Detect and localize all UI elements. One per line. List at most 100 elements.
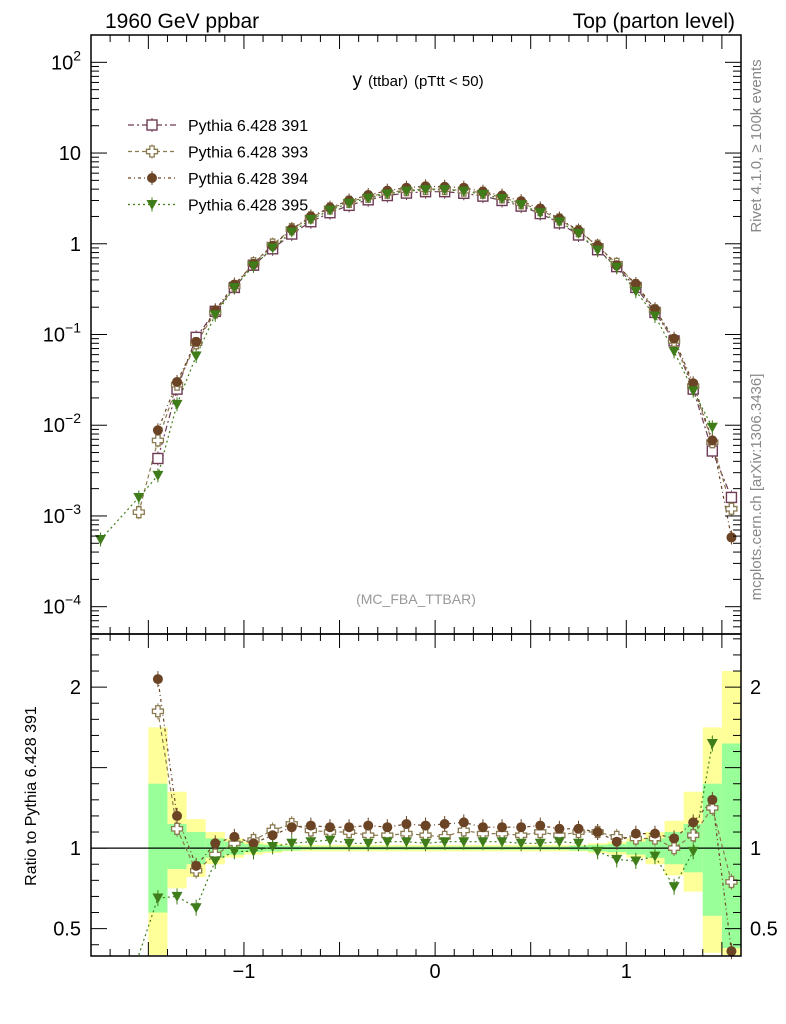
ratio-y-tick-label: 1 (70, 838, 81, 860)
ratio-point (267, 842, 279, 853)
legend-label: Pythia 6.428 394 (188, 171, 308, 188)
data-point (132, 506, 145, 519)
ratio-point (286, 822, 297, 833)
ratio-point (152, 674, 163, 685)
ratio-point (668, 882, 680, 893)
data-point (152, 470, 164, 481)
legend-label: Pythia 6.428 395 (188, 198, 308, 215)
title-main: y (352, 70, 362, 91)
header-right: Top (parton level) (573, 10, 735, 33)
ratio-point (496, 837, 508, 848)
series-line (157, 185, 733, 538)
ratio-point (669, 833, 680, 844)
ratio-point (611, 836, 622, 847)
data-point (669, 333, 680, 344)
ratio-ylabel: Ratio to Pythia 6.428 391 (23, 706, 40, 886)
ratio-point (649, 851, 661, 862)
ratio-point (687, 829, 700, 842)
ratio-point (611, 854, 623, 865)
ratio-point (172, 810, 183, 821)
ratio-y-tick-label-right: 0.5 (750, 919, 778, 941)
data-point (133, 492, 145, 503)
ratio-band-green (702, 783, 722, 916)
ratio-point (324, 835, 336, 846)
ratio-point (706, 738, 718, 749)
ratio-point (630, 856, 642, 867)
ratio-point (573, 823, 584, 834)
data-point (151, 434, 165, 447)
data-point (687, 386, 699, 397)
y-tick-label: 1 (70, 234, 81, 256)
ratio-point (649, 828, 660, 839)
data-point (534, 208, 546, 219)
ratio-y-tick-label-right: 2 (750, 677, 761, 699)
ratio-point (152, 893, 164, 904)
data-point (611, 262, 623, 273)
y-tick-exponent: 2 (73, 47, 81, 63)
data-point (95, 535, 107, 546)
data-point (343, 198, 355, 209)
header-left: 1960 GeV ppbar (105, 10, 259, 33)
ratio-line (157, 678, 733, 952)
y-tick-exponent: −3 (65, 501, 81, 517)
data-point (688, 378, 699, 389)
ratio-point (382, 822, 393, 833)
series-line (100, 189, 713, 540)
data-point (267, 243, 279, 254)
data-point (362, 193, 374, 204)
ratio-band-green (167, 823, 187, 870)
legend-label: Pythia 6.428 391 (188, 118, 308, 135)
ratio-point (209, 856, 221, 867)
y-tick-exponent: −2 (65, 410, 81, 426)
y-tick-label: 10−1 (43, 320, 81, 347)
ratio-point (170, 822, 184, 835)
data-point (324, 205, 336, 216)
y-tick-label: 10−2 (43, 410, 81, 437)
rivet-label: Rivet 4.1.0, ≥ 100k events (748, 59, 765, 232)
data-point (248, 261, 259, 272)
y-tick-base: 10 (43, 506, 65, 528)
y-tick-label: 10 (59, 143, 81, 165)
data-point (381, 189, 393, 200)
data-point (171, 399, 183, 410)
ratio-point (477, 837, 489, 848)
series-line (138, 188, 733, 513)
ratio-point (554, 823, 565, 834)
ratio-point (191, 860, 202, 871)
y-tick-exponent: −4 (65, 592, 81, 608)
ratio-point (687, 846, 699, 857)
ratio-point (515, 838, 527, 849)
data-point (305, 215, 317, 226)
data-point (630, 286, 642, 297)
data-point (726, 532, 737, 543)
ratio-uncertainty-bands (91, 671, 741, 955)
y-tick-base: 10 (51, 52, 73, 74)
ratio-point (324, 822, 335, 833)
ratio-point (688, 817, 699, 828)
y-tick-base: 1 (70, 234, 81, 256)
ratio-point (458, 837, 470, 848)
x-tick-label: 0 (430, 961, 441, 983)
ratio-point (267, 830, 278, 841)
data-point (496, 194, 508, 205)
data-point (400, 186, 412, 197)
y-tick-base: 10 (43, 325, 65, 347)
ratio-point (457, 824, 470, 837)
ratio-point (286, 838, 298, 849)
data-point (420, 185, 432, 196)
data-point (152, 425, 163, 436)
data-point (209, 310, 221, 321)
ratio-point (190, 903, 202, 914)
data-point (725, 502, 738, 515)
ratio-point (439, 837, 451, 848)
data-point (707, 435, 718, 446)
ratio-y-tick-label: 0.5 (53, 919, 81, 941)
ratio-band-green (721, 743, 741, 948)
ratio-point (171, 891, 183, 902)
ratio-point (592, 846, 604, 857)
data-point (725, 491, 738, 504)
ratio-point (228, 846, 240, 857)
x-tick-label: −1 (233, 961, 256, 983)
legend-label: Pythia 6.428 393 (188, 145, 308, 162)
legend-marker (145, 145, 159, 158)
